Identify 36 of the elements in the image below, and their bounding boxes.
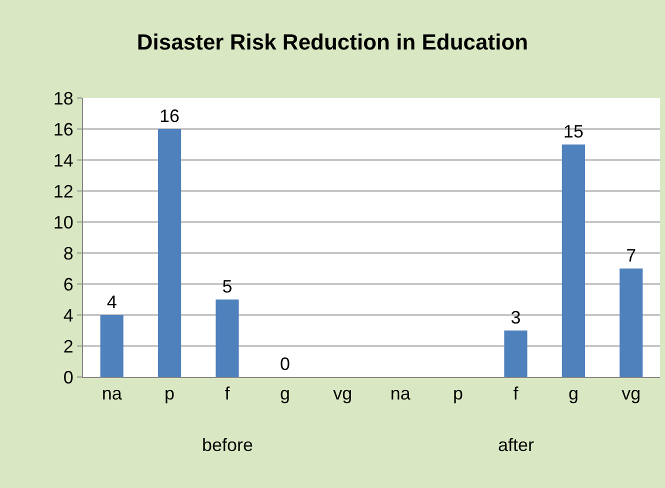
y-tick-label: 0 xyxy=(63,367,74,388)
data-label: 3 xyxy=(510,308,521,328)
bar xyxy=(158,129,182,377)
x-tick-label: g xyxy=(568,384,578,404)
x-tick-label: na xyxy=(390,384,412,404)
y-tick-label: 14 xyxy=(53,150,74,170)
data-label: 15 xyxy=(563,122,584,142)
y-tick-label: 10 xyxy=(53,212,74,232)
y-tick-label: 12 xyxy=(53,181,74,202)
x-tick-label: p xyxy=(453,384,464,404)
data-label: 5 xyxy=(222,276,232,296)
x-tick-label: p xyxy=(164,384,175,404)
x-tick-label: g xyxy=(280,384,290,404)
y-tick-label: 6 xyxy=(63,274,74,294)
bar xyxy=(620,268,643,377)
x-tick-label: f xyxy=(513,384,520,404)
data-label: 16 xyxy=(160,106,180,126)
x-tick-label: f xyxy=(224,384,231,404)
y-tick-label: 8 xyxy=(63,243,74,264)
data-label: 0 xyxy=(280,354,290,374)
y-tick-label: 2 xyxy=(63,336,74,356)
chart-title: Disaster Risk Reduction in Education xyxy=(136,30,528,55)
data-label: 4 xyxy=(106,292,117,312)
y-tick-label: 18 xyxy=(53,88,74,108)
y-tick-label: 16 xyxy=(53,119,74,140)
bar xyxy=(562,144,585,377)
text: before xyxy=(202,435,254,455)
text: after xyxy=(498,435,534,455)
data-label: 7 xyxy=(626,246,636,266)
bar xyxy=(504,330,528,377)
bar xyxy=(216,300,239,377)
x-tick-label: na xyxy=(102,384,123,404)
x-tick-label: vg xyxy=(333,384,352,404)
y-tick-label: 4 xyxy=(63,305,74,326)
x-tick-label: vg xyxy=(622,384,641,404)
bar xyxy=(100,315,124,377)
